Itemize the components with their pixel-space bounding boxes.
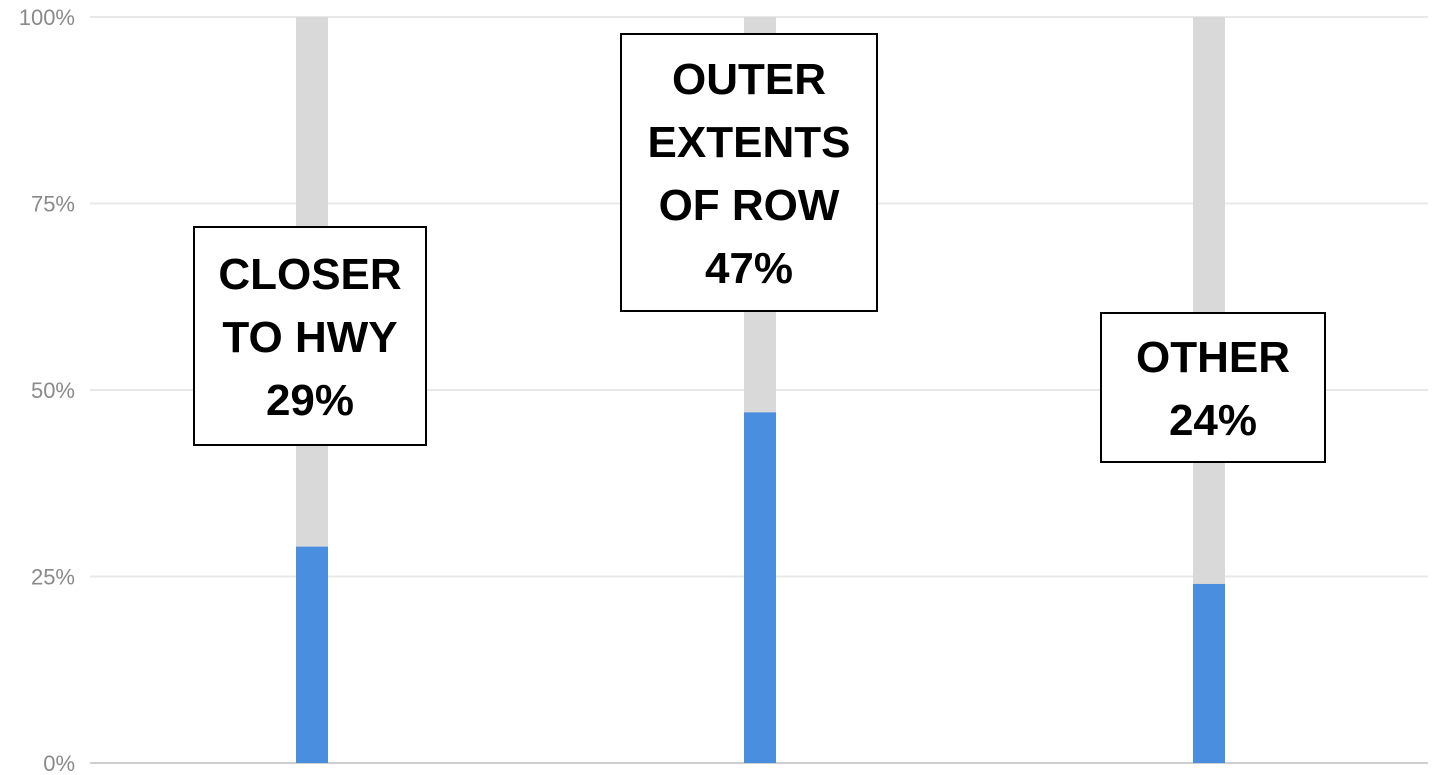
bar-2: [744, 412, 776, 763]
data-label-frame: [620, 33, 878, 312]
data-label-line: OF ROW: [659, 181, 840, 230]
data-label-line: 47%: [705, 244, 793, 293]
bar-3: [1193, 583, 1225, 763]
bar-data-labels: CLOSER TO HWY 29% OUTER EXTENTS OF ROW 47% OTHE…: [193, 33, 1326, 463]
y-tick-label: 50%: [31, 378, 75, 403]
data-label-line: EXTENTS: [648, 118, 851, 167]
data-label-line: TO HWY: [222, 313, 397, 362]
data-label-line: OUTER: [672, 55, 826, 104]
y-tick-label: 25%: [31, 565, 75, 590]
y-tick-label: 0%: [43, 751, 75, 775]
data-label-frame: [193, 226, 427, 446]
y-tick-label: 100%: [19, 5, 75, 30]
data-label-line: OTHER: [1136, 333, 1290, 382]
data-label-line: 24%: [1169, 396, 1257, 445]
data-label-box-1: CLOSER TO HWY 29%: [193, 226, 427, 446]
data-label-line: 29%: [266, 376, 354, 425]
bar-1: [296, 546, 328, 763]
data-label-line: CLOSER: [218, 250, 401, 299]
y-axis-tick-labels: 0% 25% 50% 75% 100%: [19, 5, 75, 775]
y-tick-label: 75%: [31, 192, 75, 217]
data-label-box-2: OUTER EXTENTS OF ROW 47%: [620, 33, 878, 312]
data-label-box-3: OTHER 24%: [1100, 312, 1326, 463]
data-label-frame: [1100, 312, 1326, 463]
